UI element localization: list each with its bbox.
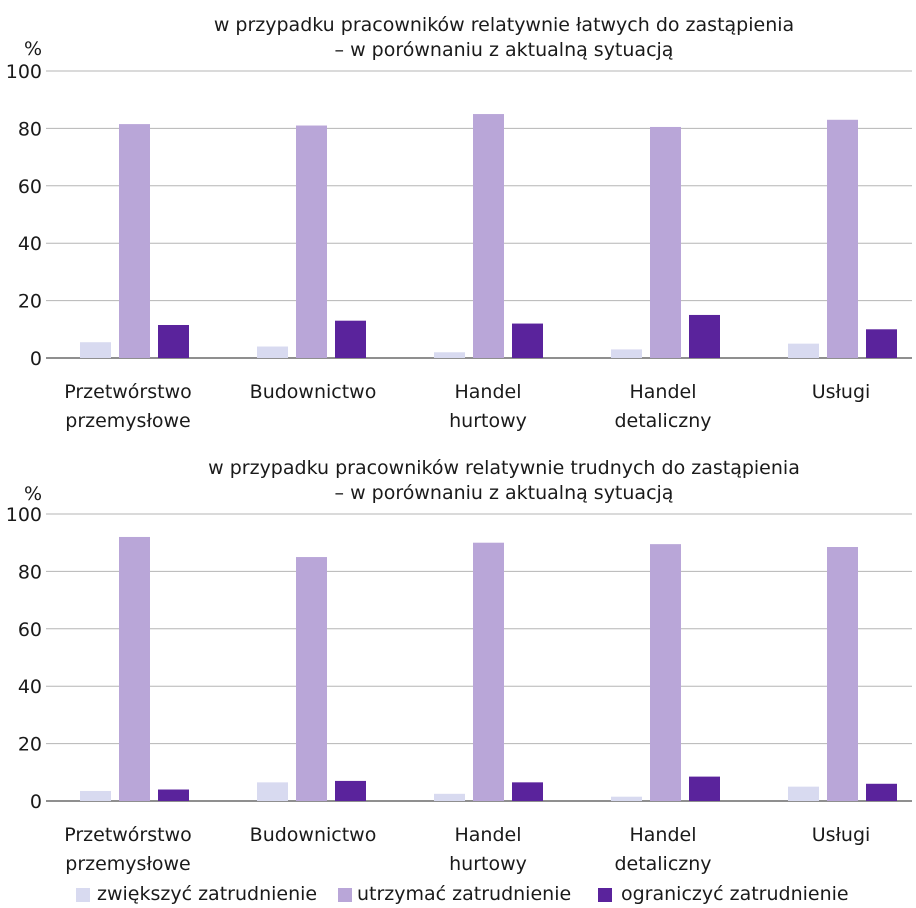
y-axis-unit-label: %: [24, 483, 42, 505]
bar-maintain: [119, 124, 150, 358]
x-category-label: Handel: [454, 824, 521, 846]
bar-reduce: [689, 314, 720, 358]
x-category-label: detaliczny: [614, 853, 711, 875]
x-category-label: Budownictwo: [250, 824, 377, 846]
x-category-label: Usługi: [812, 381, 871, 403]
chart-title-line: – w porównaniu z aktualną sytuacją: [335, 482, 674, 504]
bar-maintain: [296, 125, 327, 358]
x-category-label: Przetwórstwo: [64, 381, 192, 403]
y-tick-label: 40: [18, 676, 42, 698]
x-category-label: detaliczny: [614, 410, 711, 432]
bar-increase: [611, 349, 642, 358]
x-category-label: Handel: [454, 381, 521, 403]
chart-title-line: – w porównaniu z aktualną sytuacją: [335, 39, 674, 61]
bar-increase: [257, 782, 288, 801]
x-category-label: Handel: [629, 824, 696, 846]
y-tick-label: 20: [18, 291, 42, 313]
bar-maintain: [296, 557, 327, 801]
bar-reduce: [158, 324, 189, 358]
y-tick-label: 0: [30, 348, 42, 370]
y-tick-label: 0: [30, 791, 42, 813]
y-tick-label: 60: [18, 176, 42, 198]
legend-label: zwiększyć zatrudnienie: [97, 883, 317, 905]
chart-title-line: w przypadku pracowników relatywnie łatwy…: [214, 14, 794, 36]
y-tick-label: 80: [18, 118, 42, 140]
bar-increase: [80, 342, 111, 358]
bar-reduce: [512, 782, 543, 801]
y-tick-label: 60: [18, 619, 42, 641]
bar-increase: [80, 790, 111, 801]
x-category-label: Budownictwo: [250, 381, 377, 403]
bar-maintain: [650, 126, 681, 358]
bar-reduce: [335, 320, 366, 358]
bar-maintain: [827, 119, 858, 358]
y-axis-unit-label: %: [24, 38, 42, 60]
bar-reduce: [866, 329, 897, 358]
y-tick-label: 80: [18, 561, 42, 583]
bar-increase: [257, 346, 288, 358]
legend-label: utrzymać zatrudnienie: [357, 883, 571, 905]
x-category-label: przemysłowe: [65, 410, 190, 432]
bar-maintain: [119, 536, 150, 801]
bar-increase: [434, 352, 465, 358]
y-tick-label: 100: [6, 504, 42, 526]
legend-swatch: [76, 888, 90, 902]
y-tick-label: 100: [6, 61, 42, 83]
x-category-label: Handel: [629, 381, 696, 403]
bar-increase: [788, 343, 819, 358]
bar-increase: [788, 786, 819, 801]
bar-maintain: [650, 544, 681, 801]
legend-swatch: [338, 888, 352, 902]
bar-maintain: [473, 542, 504, 801]
bar-increase: [434, 793, 465, 801]
bar-maintain: [473, 114, 504, 358]
bar-reduce: [512, 323, 543, 358]
x-category-label: Przetwórstwo: [64, 824, 192, 846]
y-tick-label: 20: [18, 734, 42, 756]
legend-label: ograniczyć zatrudnienie: [621, 883, 849, 905]
bar-reduce: [335, 780, 366, 801]
x-category-label: hurtowy: [449, 410, 527, 432]
bar-maintain: [827, 547, 858, 801]
bar-increase: [611, 796, 642, 801]
y-tick-label: 40: [18, 233, 42, 255]
legend-swatch: [598, 888, 612, 902]
bar-reduce: [158, 789, 189, 801]
x-category-label: Usługi: [812, 824, 871, 846]
bar-reduce: [689, 776, 720, 801]
bar-reduce: [866, 783, 897, 801]
chart-title-line: w przypadku pracowników relatywnie trudn…: [208, 457, 800, 479]
x-category-label: hurtowy: [449, 853, 527, 875]
x-category-label: przemysłowe: [65, 853, 190, 875]
